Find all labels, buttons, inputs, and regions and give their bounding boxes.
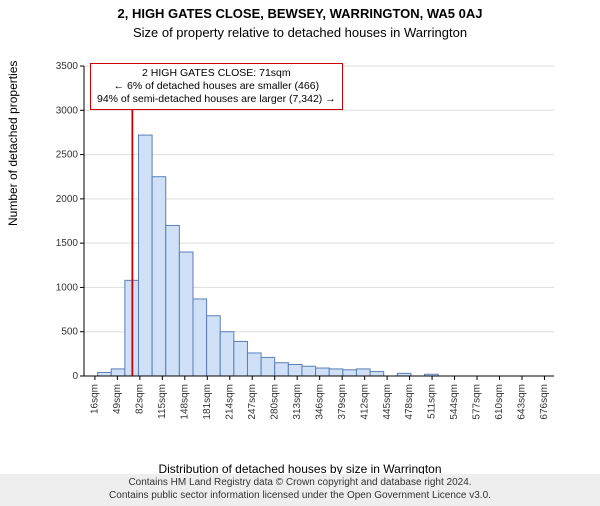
svg-text:500: 500 (61, 327, 78, 338)
footer-line1: Contains HM Land Registry data © Crown c… (0, 477, 600, 490)
annotation-line1: 2 HIGH GATES CLOSE: 71sqm (97, 67, 336, 80)
footer-attribution: Contains HM Land Registry data © Crown c… (0, 474, 600, 506)
svg-text:247sqm: 247sqm (247, 384, 258, 420)
svg-text:2500: 2500 (56, 150, 79, 161)
page-subtitle: Size of property relative to detached ho… (0, 25, 600, 40)
histogram-chart: 0 500 1000 1500 2000 2500 3000 3500 16sqm 49sqm 82… (54, 56, 578, 426)
svg-text:2000: 2000 (56, 194, 79, 205)
svg-text:511sqm: 511sqm (427, 384, 438, 419)
svg-text:0: 0 (72, 371, 78, 382)
svg-text:478sqm: 478sqm (404, 384, 415, 420)
svg-text:3000: 3000 (56, 105, 79, 116)
svg-text:3500: 3500 (56, 61, 79, 72)
svg-text:1000: 1000 (56, 282, 79, 293)
svg-text:313sqm: 313sqm (292, 384, 303, 420)
annotation-line3: 94% of semi-detached houses are larger (… (97, 93, 336, 106)
svg-text:181sqm: 181sqm (202, 384, 213, 420)
svg-text:280sqm: 280sqm (269, 384, 280, 420)
svg-text:610sqm: 610sqm (494, 384, 505, 420)
svg-text:49sqm: 49sqm (112, 384, 123, 414)
svg-text:1500: 1500 (56, 238, 79, 249)
annotation-line2: ← 6% of detached houses are smaller (466… (97, 80, 336, 93)
svg-text:346sqm: 346sqm (314, 384, 325, 420)
svg-text:544sqm: 544sqm (449, 384, 460, 420)
svg-text:148sqm: 148sqm (179, 384, 190, 420)
svg-text:445sqm: 445sqm (382, 384, 393, 420)
svg-text:643sqm: 643sqm (517, 384, 528, 420)
page-title-address: 2, HIGH GATES CLOSE, BEWSEY, WARRINGTON,… (0, 6, 600, 21)
svg-text:412sqm: 412sqm (359, 384, 370, 420)
svg-text:214sqm: 214sqm (224, 384, 235, 420)
svg-text:16sqm: 16sqm (90, 384, 101, 414)
footer-line2: Contains public sector information licen… (0, 490, 600, 503)
y-axis-label: Number of detached properties (6, 61, 20, 226)
svg-text:577sqm: 577sqm (472, 384, 483, 420)
svg-text:115sqm: 115sqm (157, 384, 168, 419)
svg-text:379sqm: 379sqm (337, 384, 348, 420)
svg-text:676sqm: 676sqm (539, 384, 550, 420)
annotation-box: 2 HIGH GATES CLOSE: 71sqm ← 6% of detach… (90, 63, 343, 110)
svg-text:82sqm: 82sqm (134, 384, 145, 414)
